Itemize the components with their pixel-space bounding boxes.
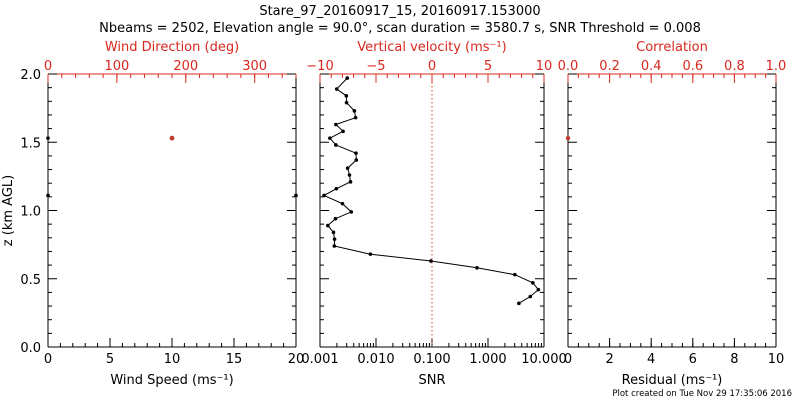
y-tick-label: 1.0: [20, 205, 41, 220]
snr-point: [334, 122, 338, 127]
snr-point: [344, 100, 349, 105]
snr-point: [349, 210, 354, 214]
snr-point: [331, 230, 336, 235]
panel-2-bottom-tick-label: 0.001: [301, 352, 338, 367]
plot-footer: Plot created on Tue Nov 29 17:35:06 2016: [612, 389, 792, 399]
snr-point: [354, 158, 359, 162]
panel-2-top-tick-label: −5: [366, 59, 385, 74]
snr-point: [332, 244, 337, 248]
y-tick-label: 0.0: [20, 341, 41, 356]
snr-point: [536, 287, 541, 292]
panel-2-bottom-tick-label: 1.000: [469, 352, 506, 367]
panel-1-bottom-tick-label: 0: [44, 352, 52, 367]
title-line-2: Nbeams = 2502, Elevation angle = 90.0°, …: [99, 21, 701, 36]
panel-3-top-tick-label: 0.8: [724, 59, 745, 74]
snr-point: [334, 186, 339, 191]
panel-1-bottom-tick-label: 5: [106, 352, 114, 367]
panel-3-bottom-tick-label: 2: [605, 352, 613, 367]
panel-1-bottom-tick-label: 10: [164, 352, 181, 367]
snr-point: [348, 180, 353, 184]
panel-2-bottom-tick-label: 0.010: [357, 352, 394, 367]
snr-point: [345, 76, 350, 80]
panel-3-top-tick-label: 0.4: [641, 59, 662, 74]
panel-3-bottom-tick-label: 8: [730, 352, 738, 367]
panel-1-bottom-tick-label: 15: [226, 352, 243, 367]
snr-point: [334, 87, 339, 91]
panel-1-top-tick-label: 200: [173, 59, 198, 74]
panel-3-bottom-tick-label: 6: [689, 352, 697, 367]
wind-direction-label: Wind Direction (deg): [105, 40, 239, 55]
snr-point: [322, 193, 326, 198]
panel-2-top-tick-label: −10: [306, 59, 333, 74]
snr-point: [513, 272, 517, 277]
panel-2-top-tick-label: 5: [484, 59, 492, 74]
wind-speed-label: Wind Speed (ms⁻¹): [110, 373, 233, 388]
snr-profile-line: [322, 77, 540, 304]
wind-direction-point: [169, 135, 175, 141]
panel-1-bottom-tick-label: 20: [288, 352, 305, 367]
wind-speed-point: [294, 193, 298, 198]
panel-3-top-tick-label: 0.6: [682, 59, 703, 74]
panel-3-top-tick-label: 1.0: [766, 59, 787, 74]
panels: 0.00.51.01.52.0z (km AGL)0 5 10 15 200 100 200…: [1, 40, 786, 388]
panel-1-top-tick-label: 100: [104, 59, 129, 74]
snr-point: [531, 281, 535, 285]
snr-point: [352, 109, 357, 113]
y-axis-label: z (km AGL): [1, 175, 16, 246]
snr-point: [354, 151, 358, 155]
snr-point: [332, 237, 337, 241]
vertical-velocity-label: Vertical velocity (ms⁻¹): [357, 40, 506, 55]
correlation-point: [565, 135, 571, 141]
y-tick-label: 0.5: [20, 273, 41, 288]
snr-point: [341, 129, 345, 134]
panel-3-top-tick-label: 0.0: [558, 59, 579, 74]
snr-point: [333, 216, 338, 221]
residual-label: Residual (ms⁻¹): [622, 373, 723, 388]
y-tick-label: 1.5: [20, 136, 41, 151]
correlation-label: Correlation: [636, 40, 708, 55]
snr-point: [345, 166, 350, 170]
panel-3-bottom-tick-label: 10: [768, 352, 785, 367]
panel-2-bottom-tick-label: 0.100: [413, 352, 450, 367]
panel-1-top-tick-label: 0: [44, 59, 52, 74]
snr-point: [326, 223, 330, 228]
snr-point: [340, 201, 345, 206]
panel-3-bottom-tick-label: 4: [647, 352, 655, 367]
title-line-1: Stare_97_20160917_15, 20160917.153000: [259, 4, 540, 19]
snr-point: [528, 294, 533, 299]
snr-point: [328, 136, 332, 140]
snr-label: SNR: [418, 373, 445, 388]
panel-1-top-tick-label: 300: [242, 59, 267, 74]
snr-point: [517, 301, 521, 306]
wind-speed-point: [46, 193, 50, 198]
panel-2-top-tick-label: 0: [428, 59, 436, 74]
snr-point: [334, 143, 338, 147]
snr-point: [344, 94, 349, 98]
snr-point: [475, 266, 479, 270]
snr-point: [347, 173, 352, 177]
snr-point: [429, 259, 433, 263]
y-tick-label: 2.0: [20, 68, 41, 83]
panel-2-top-tick-label: 10: [536, 59, 553, 74]
snr-point: [353, 115, 358, 120]
wind-speed-point: [46, 136, 50, 140]
panel-3-top-tick-label: 0.2: [599, 59, 620, 74]
panel-2-bottom-tick-label: 10.000: [521, 352, 567, 367]
panel-3-bottom-tick-label: 0: [564, 352, 572, 367]
snr-point: [368, 252, 373, 256]
